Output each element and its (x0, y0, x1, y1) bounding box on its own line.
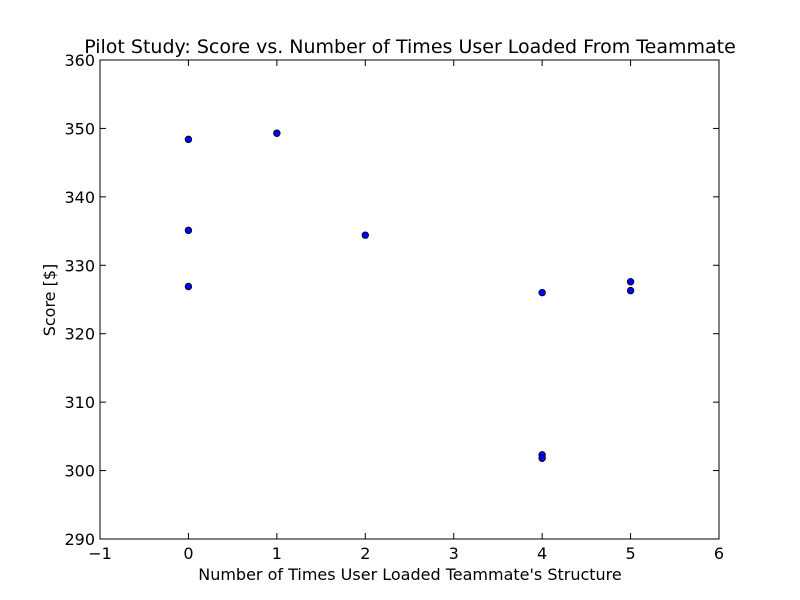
data-point (626, 286, 635, 295)
data-point (184, 226, 193, 235)
x-tick-label: 0 (183, 544, 193, 563)
y-tick-label: 340 (64, 188, 95, 207)
plot-area (99, 59, 720, 540)
x-axis-label: Number of Times User Loaded Teammate's S… (198, 565, 622, 584)
y-tick-label: 350 (64, 119, 95, 138)
x-tick-label: 6 (714, 544, 724, 563)
y-tick-label: 310 (64, 393, 95, 412)
data-point (273, 129, 281, 137)
data-points (184, 129, 635, 462)
data-point (184, 135, 193, 144)
chart-title: Pilot Study: Score vs. Number of Times U… (84, 36, 736, 58)
y-tick-label: 360 (64, 51, 95, 70)
y-tick-label: 320 (64, 325, 95, 344)
y-axis: 290 300 310 320 330 340 350 360 (64, 51, 719, 549)
x-tick-label: 5 (625, 544, 635, 563)
x-tick-label: 1 (272, 544, 282, 563)
data-point (361, 231, 369, 239)
x-tick-label: 2 (360, 544, 370, 563)
x-tick-label: 4 (537, 544, 547, 563)
x-axis: −1 0 1 2 3 4 5 6 (88, 60, 724, 563)
y-tick-label: 290 (64, 530, 95, 549)
data-point (626, 278, 635, 286)
x-tick-label: −1 (88, 544, 112, 563)
y-tick-label: 330 (64, 256, 95, 275)
x-tick-label: 3 (449, 544, 459, 563)
data-point (184, 282, 193, 291)
data-point (538, 288, 546, 297)
y-axis-label: Score [$] (40, 264, 59, 337)
data-point (538, 454, 546, 462)
y-tick-label: 300 (64, 462, 95, 481)
